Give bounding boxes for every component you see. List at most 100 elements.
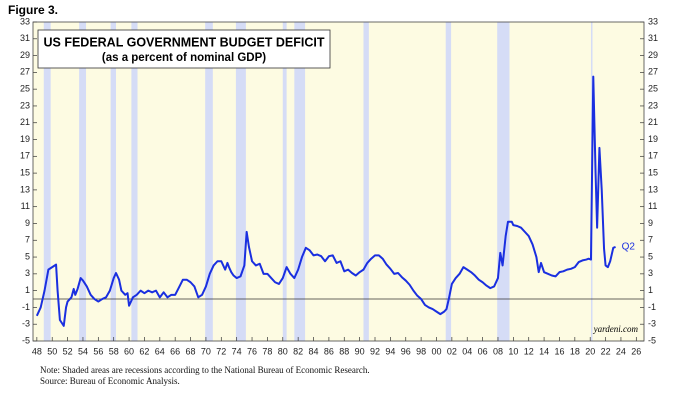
- y-tick-label: 13: [20, 184, 30, 194]
- y-tick-label: 27: [20, 67, 30, 77]
- y2-tick-label: 13: [648, 184, 658, 194]
- x-tick-label: 76: [247, 346, 257, 356]
- x-tick-label: 90: [355, 346, 365, 356]
- y2-tick-label: 19: [648, 134, 658, 144]
- y-tick-label: -1: [22, 302, 30, 312]
- chart-title: US FEDERAL GOVERNMENT BUDGET DEFICIT: [43, 35, 324, 49]
- title-box: [37, 29, 331, 69]
- x-tick-label: 94: [385, 346, 395, 356]
- x-tick-label: 52: [63, 346, 73, 356]
- x-tick-label: 20: [585, 346, 595, 356]
- recession-band: [205, 22, 213, 341]
- y-tick-label: 21: [20, 117, 30, 127]
- recession-band: [363, 22, 369, 341]
- y-tick-label: 9: [25, 218, 30, 228]
- y-tick-label: 5: [25, 251, 30, 261]
- y2-tick-label: 31: [648, 33, 658, 43]
- y2-tick-label: 23: [648, 100, 658, 110]
- y2-tick-label: 25: [648, 84, 658, 94]
- x-tick-label: 08: [493, 346, 503, 356]
- y2-tick-label: 5: [648, 251, 653, 261]
- y2-tick-label: 27: [648, 67, 658, 77]
- x-tick-label: 50: [47, 346, 57, 356]
- y2-tick-label: 11: [648, 201, 657, 211]
- chart-subtitle: (as a percent of nominal GDP): [102, 52, 266, 64]
- x-tick-label: 96: [401, 346, 411, 356]
- y2-tick-label: 33: [648, 16, 658, 26]
- y2-tick-label: 1: [648, 285, 653, 295]
- x-tick-label: 58: [109, 346, 119, 356]
- y2-tick-label: 7: [648, 235, 653, 245]
- x-tick-label: 26: [631, 346, 641, 356]
- data-line: [35, 75, 616, 327]
- last-point-label: Q2: [622, 242, 636, 253]
- x-tick-label: 72: [216, 346, 226, 356]
- recession-band: [282, 22, 287, 341]
- note: Source: Bureau of Economic Analysis.: [40, 376, 180, 386]
- y-tick-label: 17: [20, 151, 30, 161]
- x-tick-label: 56: [93, 346, 103, 356]
- recession-band: [235, 22, 246, 341]
- recession-band: [110, 22, 117, 341]
- y-tick-label: 33: [20, 16, 30, 26]
- x-tick-label: 02: [447, 346, 457, 356]
- y-tick-label: 15: [20, 167, 30, 177]
- x-tick-label: 78: [262, 346, 272, 356]
- x-tick-label: 88: [339, 346, 349, 356]
- y2-tick-label: 3: [648, 268, 653, 278]
- y-tick-label: 7: [25, 235, 30, 245]
- figure-label: Figure 3.: [8, 3, 58, 17]
- y2-tick-label: 29: [648, 50, 658, 60]
- x-tick-label: 68: [186, 346, 196, 356]
- y-tick-label: 3: [25, 268, 30, 278]
- recession-band: [131, 22, 138, 341]
- recession-band: [294, 22, 306, 341]
- x-tick-label: 24: [616, 346, 626, 356]
- x-tick-label: 22: [601, 346, 611, 356]
- x-tick-label: 10: [508, 346, 518, 356]
- x-tick-label: 84: [309, 346, 319, 356]
- x-tick-label: 16: [554, 346, 564, 356]
- y2-tick-label: -5: [648, 335, 656, 345]
- y-tick-label: 1: [25, 285, 30, 295]
- x-tick-label: 12: [524, 346, 534, 356]
- x-tick-label: 66: [170, 346, 180, 356]
- y-tick-label: 25: [20, 84, 30, 94]
- y-tick-label: 29: [20, 50, 30, 60]
- recession-band: [79, 22, 87, 341]
- recession-band: [445, 22, 452, 341]
- note: Note: Shaded areas are recessions accord…: [40, 365, 370, 375]
- x-tick-label: 74: [232, 346, 242, 356]
- y2-tick-label: -1: [648, 302, 656, 312]
- y2-tick-label: 21: [648, 117, 658, 127]
- y2-tick-label: 15: [648, 167, 658, 177]
- x-tick-label: 70: [201, 346, 211, 356]
- recession-band: [43, 22, 51, 341]
- x-tick-label: 98: [416, 346, 426, 356]
- x-tick-label: 80: [278, 346, 288, 356]
- x-tick-label: 04: [462, 346, 472, 356]
- y-tick-label: 19: [20, 134, 30, 144]
- y2-tick-label: -3: [648, 319, 656, 329]
- x-tick-label: 60: [124, 346, 134, 356]
- y2-tick-label: 9: [648, 218, 653, 228]
- x-tick-label: 82: [293, 346, 303, 356]
- plot-frame: [32, 21, 645, 342]
- x-tick-label: 92: [370, 346, 380, 356]
- y-tick-label: 23: [20, 100, 30, 110]
- x-tick-label: 62: [139, 346, 149, 356]
- x-tick-label: 18: [570, 346, 580, 356]
- x-tick-label: 00: [431, 346, 441, 356]
- y-tick-label: -5: [22, 335, 30, 345]
- x-tick-label: 86: [324, 346, 334, 356]
- y2-tick-label: 17: [648, 151, 658, 161]
- recession-band: [497, 22, 510, 341]
- x-tick-label: 06: [478, 346, 488, 356]
- y-tick-label: 31: [20, 33, 30, 43]
- x-tick-label: 14: [539, 346, 549, 356]
- x-tick-label: 54: [78, 346, 88, 356]
- x-tick-label: 48: [32, 346, 42, 356]
